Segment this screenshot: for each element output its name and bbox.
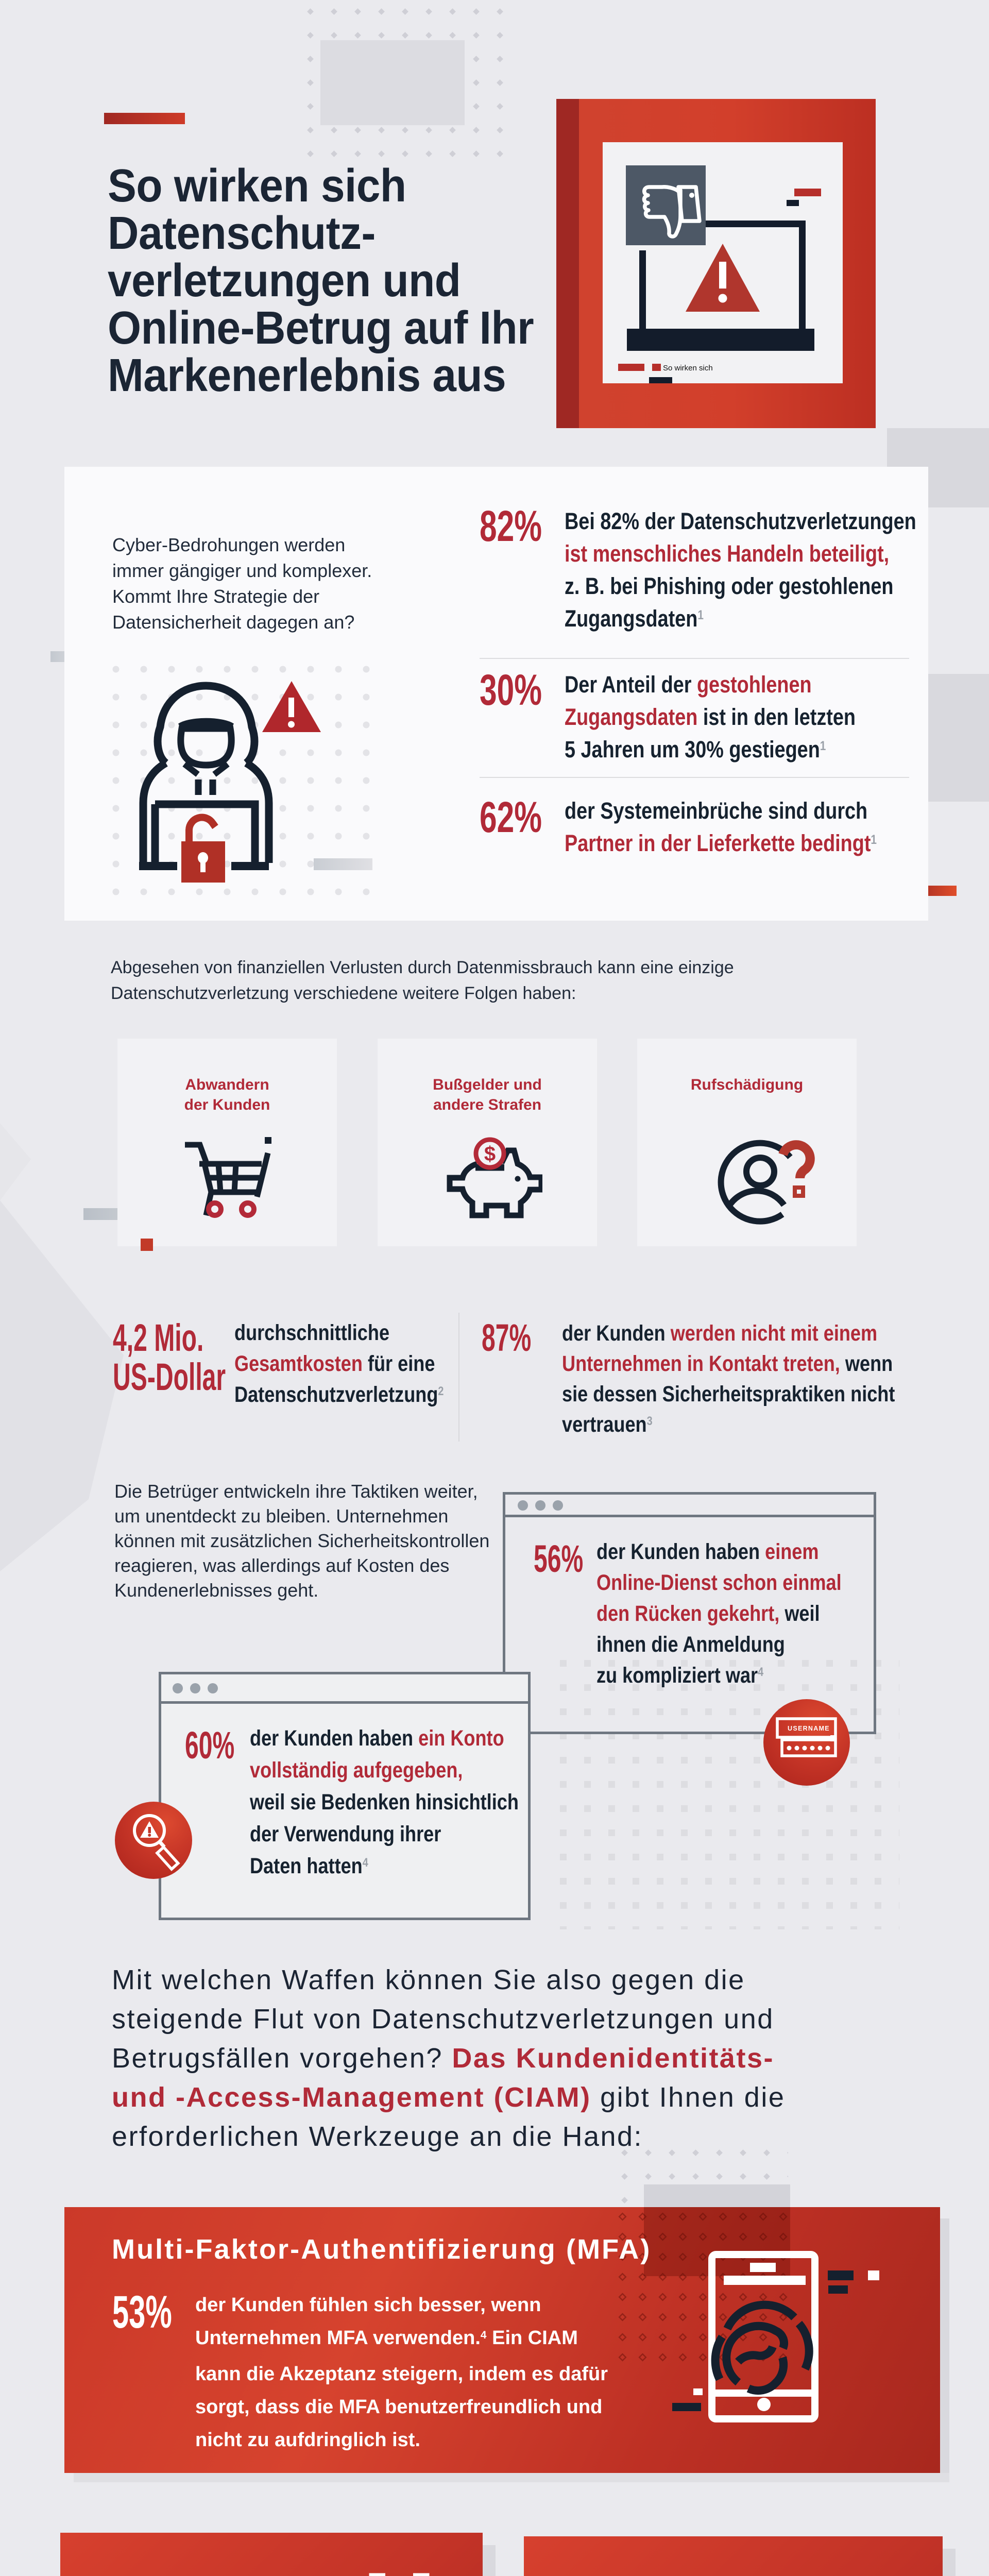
svg-text:USERNAME: USERNAME <box>788 1725 830 1732</box>
svg-text:So wirken sich: So wirken sich <box>663 364 713 372</box>
svg-text:$: $ <box>484 1143 496 1165</box>
